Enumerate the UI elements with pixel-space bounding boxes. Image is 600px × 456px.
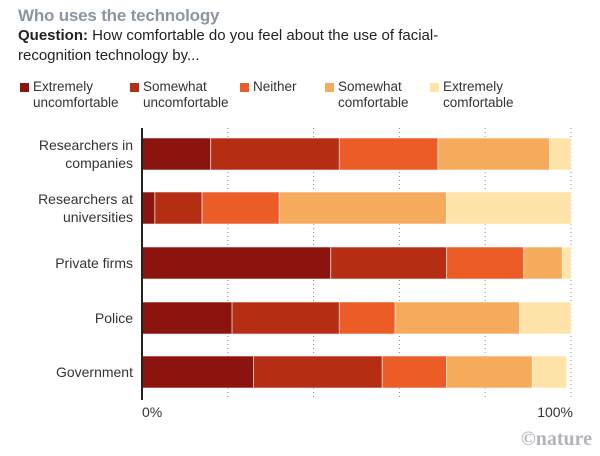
bar-segment	[330, 246, 448, 280]
question-label: Question:	[18, 27, 88, 44]
bar-segment	[210, 137, 340, 171]
category-label: Private firms	[55, 255, 133, 271]
legend-item: Somewhat comfortable	[325, 79, 409, 111]
bar-segment	[201, 191, 280, 225]
bar-segment	[381, 355, 448, 389]
legend-item: Somewhat uncomfortable	[130, 79, 229, 111]
bar-segment	[338, 137, 439, 171]
legend-item: Extremely uncomfortable	[20, 79, 119, 111]
legend-swatch	[325, 83, 334, 92]
question-text: How comfortable do you feel about the us…	[18, 27, 439, 64]
legend-item: Extremely comfortable	[430, 79, 514, 111]
bar-segment	[446, 191, 572, 225]
chart-subtitle: Question: How comfortable do you feel ab…	[18, 26, 498, 66]
category-label: Police	[95, 310, 133, 326]
bar-segment	[141, 355, 255, 389]
nature-credit: ©nature	[520, 428, 592, 450]
legend-swatch	[240, 83, 249, 92]
bar-segment	[154, 191, 203, 225]
legend-label: Somewhat	[338, 79, 402, 94]
tick-label: 100%	[537, 404, 573, 420]
legend-label: Extremely	[33, 79, 94, 94]
legend-label: Somewhat	[143, 79, 207, 94]
chart-title: Who uses the technology	[18, 6, 220, 25]
bar-segment	[561, 246, 572, 280]
bar-segment	[141, 191, 156, 225]
legend-label: comfortable	[338, 95, 409, 110]
category-label: Government	[56, 364, 133, 380]
legend-label: uncomfortable	[143, 95, 229, 110]
category-label: Researchers at	[38, 191, 133, 207]
legend-label: uncomfortable	[33, 95, 119, 110]
tick-label: 0%	[142, 404, 162, 420]
bar-segment	[141, 137, 212, 171]
legend-item: Neither	[240, 79, 297, 111]
legend-label: Extremely	[443, 79, 504, 94]
legend-label: comfortable	[443, 95, 514, 110]
legend-swatch	[130, 83, 139, 92]
bar-segment	[338, 301, 396, 335]
bar-segment	[437, 137, 551, 171]
legend-swatch	[430, 83, 439, 92]
bar-segment	[531, 355, 568, 389]
bar-segment	[231, 301, 340, 335]
category-label: companies	[65, 155, 133, 171]
bar-segment	[141, 246, 332, 280]
bar-segment	[523, 246, 563, 280]
bar-segment	[278, 191, 448, 225]
category-label: universities	[63, 209, 133, 225]
bar-segment	[519, 301, 572, 335]
bar-segment	[549, 137, 572, 171]
category-label: Researchers in	[39, 137, 133, 153]
bar-segment	[253, 355, 383, 389]
legend-label: Neither	[253, 79, 297, 94]
bar-segment	[446, 246, 525, 280]
bar-segment	[394, 301, 521, 335]
bar-segment	[446, 355, 533, 389]
bar-segment	[141, 301, 233, 335]
legend-swatch	[20, 83, 29, 92]
